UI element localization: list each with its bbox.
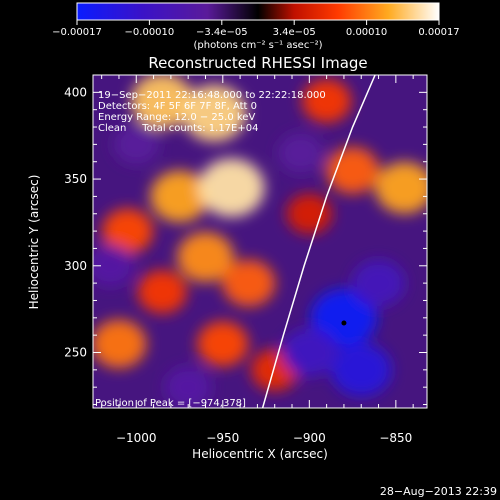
y-axis-ticks: 250 300 350 400 — [64, 74, 427, 406]
plot-frame — [92, 74, 428, 409]
intensity-blob — [326, 146, 380, 194]
intensity-blob — [310, 288, 377, 347]
intensity-blob — [131, 75, 194, 129]
y-tick-label: 350 — [64, 172, 87, 186]
intensity-blob — [164, 366, 212, 408]
annotation-energy: Energy Range: 12.0 − 25.0 keV — [98, 112, 255, 123]
colorbar-tick-label: 3.4e−05 — [273, 27, 316, 38]
chart-title: Reconstructed RHESSI Image — [148, 54, 367, 72]
x-tick-label: −850 — [379, 431, 412, 445]
x-axis-label: Heliocentric X (arcsec) — [192, 447, 328, 461]
colorbar-ticks: −0.00017 −0.00010 −3.4e−05 3.4e−05 0.00010 0.… — [52, 20, 460, 38]
y-axis-label: Heliocentric Y (arcsec) — [27, 175, 41, 310]
intensity-blob — [93, 319, 147, 369]
intensity-blob — [198, 158, 265, 217]
colorbar-tick-label: 0.00010 — [346, 27, 387, 38]
annotations: 19−Sep−2011 22:16:48.000 to 22:22:18.000… — [95, 90, 326, 409]
intensity-blob — [150, 170, 209, 223]
colorbar: −0.00017 −0.00010 −3.4e−05 3.4e−05 0.00010 0.… — [52, 2, 460, 51]
intensity-blob — [137, 270, 187, 314]
intensity-blob — [93, 244, 134, 287]
peak-marker — [341, 320, 347, 326]
x-axis-ticks: −1000 −950 −900 −850 — [101, 75, 414, 445]
intensity-blob — [113, 124, 159, 165]
x-tick-label: −1000 — [116, 431, 157, 445]
y-tick-label: 250 — [64, 346, 87, 360]
intensity-blob — [197, 321, 249, 367]
intensity-blob — [177, 232, 234, 283]
intensity-blob — [281, 328, 337, 377]
x-tick-label: −950 — [206, 431, 239, 445]
intensity-blob — [286, 193, 333, 234]
colorbar-unit-label: (photons cm⁻² s⁻¹ asec⁻²) — [193, 40, 322, 51]
annotation-detectors: Detectors: 4F 5F 6F 7F 8F, Att 0 — [98, 101, 257, 112]
intensity-blob — [375, 161, 427, 214]
colorbar-tick-label: 0.00017 — [418, 27, 459, 38]
annotation-time-range: 19−Sep−2011 22:16:48.000 to 22:22:18.000 — [98, 90, 326, 101]
plot-area — [93, 75, 427, 408]
intensity-map — [93, 75, 427, 408]
intensity-blob — [331, 343, 392, 397]
intensity-blob — [302, 79, 352, 123]
colorbar-tick-label: −3.4e−05 — [196, 27, 248, 38]
y-tick-label: 300 — [64, 259, 87, 273]
intensity-blob — [222, 259, 276, 307]
intensity-blob — [102, 208, 154, 254]
intensity-blob — [352, 259, 406, 307]
colorbar-gradient — [76, 2, 440, 21]
colorbar-tick-label: −0.00010 — [125, 27, 175, 38]
annotation-method: Clean Total counts: 1.17E+04 — [98, 123, 258, 134]
y-tick-label: 400 — [64, 85, 87, 99]
intensity-blob — [277, 132, 324, 174]
x-tick-label: −900 — [293, 431, 326, 445]
intensity-blob — [182, 84, 247, 142]
solar-limb-curve — [261, 75, 376, 408]
annotation-peak: Position of Peak = [−974,378] — [95, 398, 246, 409]
colorbar-tick-label: −0.00017 — [52, 27, 102, 38]
footer-timestamp: 28−Aug−2013 22:39 — [380, 485, 497, 498]
